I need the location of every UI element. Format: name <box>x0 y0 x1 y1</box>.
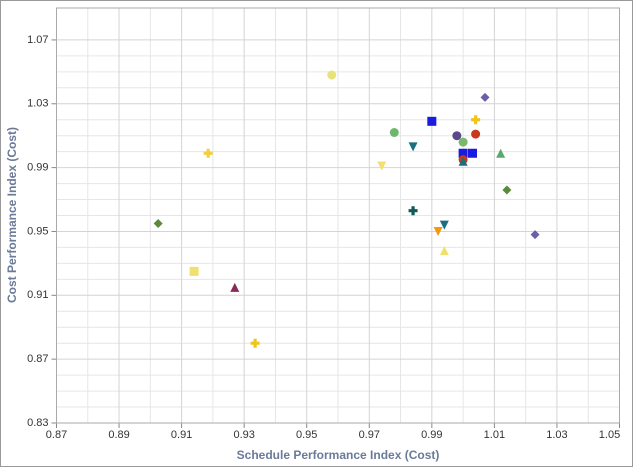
y-tick-label: 0.95 <box>27 225 48 237</box>
point <box>189 266 199 276</box>
point <box>452 131 462 141</box>
x-tick-label: 0.95 <box>296 429 317 441</box>
point <box>496 148 506 158</box>
point <box>458 156 468 166</box>
point <box>250 338 260 348</box>
y-tick-label: 0.99 <box>27 162 48 174</box>
point <box>458 148 468 158</box>
point <box>471 115 481 125</box>
x-tick-label: 0.93 <box>233 429 254 441</box>
y-tick-label: 0.87 <box>27 353 48 365</box>
x-tick-label: 0.97 <box>359 429 380 441</box>
x-tick-label: 0.99 <box>421 429 442 441</box>
point <box>467 148 477 158</box>
point <box>480 92 490 102</box>
point <box>327 70 337 80</box>
point <box>389 128 399 137</box>
point <box>153 218 163 228</box>
x-tick-label: 0.91 <box>171 429 192 441</box>
x-tick-label: 0.89 <box>108 429 129 441</box>
plot-area <box>56 7 620 424</box>
y-tick-label: 0.91 <box>27 289 48 301</box>
x-tick-label: 1.01 <box>484 429 505 441</box>
point <box>433 226 443 236</box>
y-tick-label: 1.07 <box>27 34 48 46</box>
point <box>230 282 240 292</box>
y-axis-title: Cost Performance Index (Cost) <box>5 127 19 303</box>
point <box>203 148 213 158</box>
point <box>408 142 418 152</box>
y-tick-label: 1.03 <box>27 98 48 110</box>
point <box>377 161 387 171</box>
point <box>439 246 449 256</box>
x-axis-title: Schedule Performance Index (Cost) <box>237 448 440 462</box>
point <box>439 220 449 230</box>
point <box>427 116 437 126</box>
point <box>530 230 540 240</box>
point <box>471 129 481 139</box>
x-tick-label: 0.87 <box>46 429 67 441</box>
y-tick-label: 0.83 <box>27 417 48 429</box>
point <box>458 137 468 147</box>
point <box>502 185 512 195</box>
point <box>408 206 418 216</box>
x-tick-label: 1.03 <box>546 429 567 441</box>
x-tick-label: 1.05 <box>599 429 620 441</box>
